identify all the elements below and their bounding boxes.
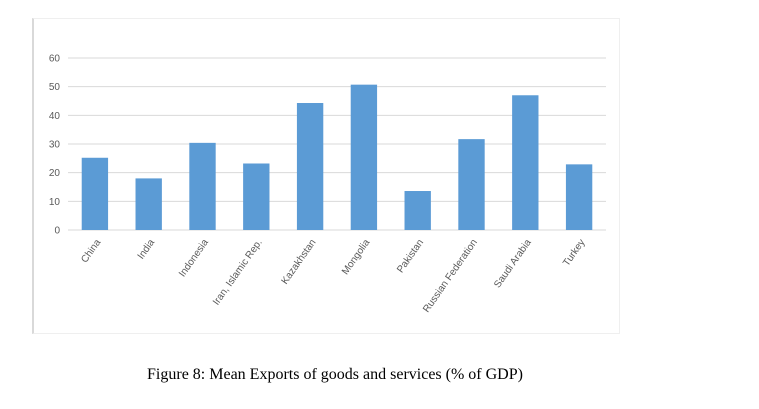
- x-tick-label: Turkey: [561, 237, 587, 268]
- y-tick-label: 50: [49, 82, 61, 93]
- y-axis-ticks: 0 10 20 30 40 50 60: [49, 54, 61, 237]
- x-tick-label: Saudi Arabia: [492, 237, 534, 290]
- x-tick-label: Pakistan: [395, 237, 426, 275]
- bar: [296, 103, 324, 230]
- y-tick-label: 40: [49, 111, 61, 122]
- y-tick-label: 0: [54, 226, 60, 237]
- y-tick-label: 30: [49, 140, 61, 151]
- bar: [565, 164, 593, 230]
- y-tick-label: 10: [49, 197, 61, 208]
- y-tick-label: 20: [49, 168, 61, 179]
- x-axis-labels: China India Indonesia Iran, Islamic Rep. Kaz…: [79, 237, 587, 315]
- bar: [404, 191, 431, 230]
- bar: [243, 163, 270, 230]
- x-tick-label: Russian Federation: [421, 237, 480, 314]
- bar: [350, 84, 378, 230]
- bar: [81, 157, 109, 230]
- bar: [135, 178, 162, 230]
- x-tick-label: Iran, Islamic Rep.: [211, 237, 265, 307]
- x-tick-label: India: [136, 237, 158, 261]
- x-tick-label: China: [79, 237, 103, 265]
- x-tick-label: Kazakhstan: [280, 237, 319, 286]
- bars: [81, 84, 593, 231]
- bar: [458, 139, 485, 230]
- y-tick-label: 60: [49, 54, 61, 65]
- x-tick-label: Indonesia: [177, 237, 211, 279]
- bar: [189, 142, 216, 230]
- bar: [512, 95, 539, 231]
- x-tick-label: Mongolia: [340, 237, 373, 277]
- figure-caption: Figure 8: Mean Exports of goods and serv…: [147, 366, 523, 383]
